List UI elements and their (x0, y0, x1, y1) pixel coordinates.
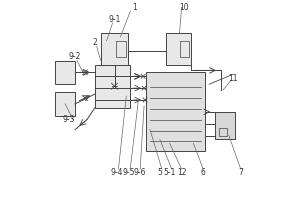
Bar (95, 64, 130, 108)
Text: 1: 1 (132, 3, 136, 12)
Text: 9-6: 9-6 (134, 168, 146, 177)
Text: 9-4: 9-4 (110, 168, 123, 177)
Text: 9-3: 9-3 (63, 115, 75, 124)
Text: 5: 5 (158, 168, 162, 177)
Bar (215, 112, 235, 139)
Text: 12: 12 (177, 168, 186, 177)
Bar (116, 41, 126, 57)
Text: 9-5: 9-5 (122, 168, 135, 177)
Text: 9-2: 9-2 (69, 52, 81, 61)
Text: 11: 11 (228, 74, 238, 83)
Bar (146, 72, 205, 151)
Bar (219, 128, 227, 136)
Text: 5-1: 5-1 (164, 168, 176, 177)
Bar (101, 33, 128, 64)
Bar (55, 61, 75, 84)
Bar (55, 92, 75, 116)
Text: 6: 6 (201, 168, 206, 177)
Text: 2: 2 (92, 38, 97, 47)
Text: 7: 7 (238, 168, 243, 177)
Text: 10: 10 (179, 3, 188, 12)
Bar (180, 41, 189, 57)
Bar (166, 33, 191, 64)
Text: 9-1: 9-1 (108, 15, 121, 24)
